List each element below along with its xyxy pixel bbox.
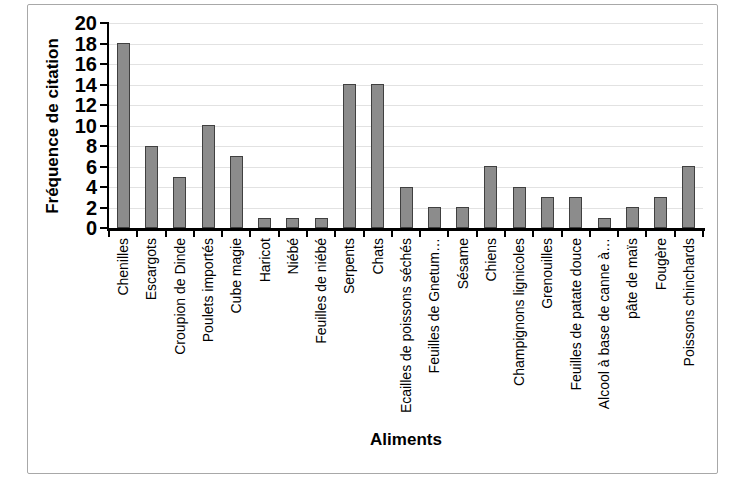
bar xyxy=(286,218,299,228)
x-category-label: Poulets importés xyxy=(199,238,217,342)
gridline xyxy=(109,64,703,65)
bar xyxy=(569,197,582,228)
x-category-label: Haricot xyxy=(256,238,274,282)
bar xyxy=(202,125,215,228)
y-axis-title: Fréquence de citation xyxy=(42,16,64,236)
x-category-label: Croupion de Dinde xyxy=(171,238,189,355)
bar xyxy=(541,197,554,228)
bar xyxy=(400,187,413,228)
y-axis-line xyxy=(107,22,109,231)
x-category-label: Ecailles de poissons séchés xyxy=(397,238,415,413)
gridline xyxy=(109,85,703,86)
x-category-label: Sésame xyxy=(454,238,472,289)
bar xyxy=(258,218,271,228)
x-axis-line xyxy=(107,228,705,231)
bar xyxy=(456,207,469,228)
x-category-label: Alcool à base de canne à… xyxy=(595,238,613,409)
bar xyxy=(145,146,158,228)
bar xyxy=(173,177,186,228)
gridline xyxy=(109,105,703,106)
gridline xyxy=(109,146,703,147)
x-category-label: Chenilles xyxy=(114,238,132,296)
x-category-label: Feuilles de Gnetum… xyxy=(425,238,443,373)
x-category-label: Feuilles de niébé xyxy=(312,238,330,344)
x-category-label: Serpents xyxy=(340,238,358,294)
chart-frame: 02468101214161820ChenillesEscargotsCroup… xyxy=(27,4,718,474)
gridline xyxy=(109,23,703,24)
x-axis-title: Aliments xyxy=(109,429,703,451)
chart-screenshot: 02468101214161820ChenillesEscargotsCroup… xyxy=(0,0,754,486)
bar xyxy=(428,207,441,228)
bar xyxy=(117,43,130,228)
bar xyxy=(682,166,695,228)
bar xyxy=(654,197,667,228)
bar xyxy=(371,84,384,228)
bar xyxy=(484,166,497,228)
x-category-label: Grenouilles xyxy=(538,238,556,309)
bar xyxy=(230,156,243,228)
bar xyxy=(343,84,356,228)
x-category-label: Chats xyxy=(369,238,387,275)
x-category-label: Feuilles de patate douce xyxy=(567,238,585,391)
gridline xyxy=(109,126,703,127)
bar xyxy=(626,207,639,228)
x-category-label: Chiens xyxy=(482,238,500,282)
x-category-label: Niébé xyxy=(284,238,302,275)
bar xyxy=(598,218,611,228)
gridline xyxy=(109,44,703,45)
x-category-label: Champignons lignicoles xyxy=(510,238,528,386)
x-category-label: Fougère xyxy=(652,238,670,290)
x-category-label: Escargots xyxy=(142,238,160,300)
x-category-label: pâte de maïs xyxy=(623,238,641,319)
x-category-label: Cube magie xyxy=(227,238,245,314)
gridline xyxy=(109,167,703,168)
x-category-label: Poissons chinchards xyxy=(680,238,698,366)
bar xyxy=(513,187,526,228)
bar xyxy=(315,218,328,228)
